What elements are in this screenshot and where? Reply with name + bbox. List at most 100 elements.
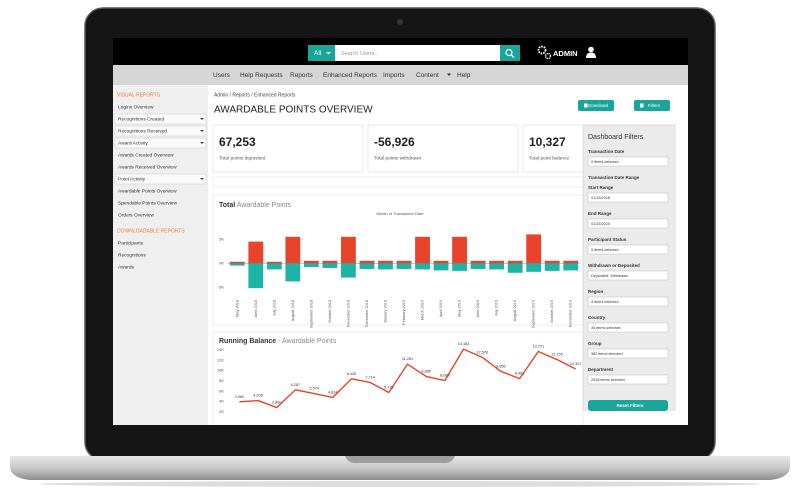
x-tick-label: August 2019 bbox=[513, 300, 517, 321]
sidebar-item[interactable]: Participants bbox=[118, 240, 144, 246]
bar bbox=[266, 261, 282, 264]
button-icon bbox=[584, 103, 588, 108]
nav-item[interactable]: Reports bbox=[290, 72, 314, 79]
filter-select[interactable] bbox=[587, 244, 669, 255]
nav-item[interactable]: Users bbox=[213, 72, 231, 79]
sidebar-item[interactable]: Awards bbox=[118, 264, 135, 270]
sidebar-box bbox=[114, 173, 207, 185]
chart-subtitle: - Awardable Points bbox=[278, 338, 337, 345]
sidebar-item[interactable]: Orders Overview bbox=[118, 212, 155, 218]
sidebar-box bbox=[114, 125, 207, 137]
nav-item[interactable]: Imports bbox=[383, 72, 405, 79]
nav-item[interactable]: Content bbox=[416, 72, 439, 79]
sidebar-heading: VISUAL REPORTS bbox=[117, 92, 161, 98]
data-label: 8,426 bbox=[347, 372, 357, 376]
filter-label: Start Range bbox=[588, 185, 614, 190]
x-tick-label: May 2019 bbox=[458, 300, 462, 317]
x-tick-label: December 2018 bbox=[365, 300, 369, 327]
caret bbox=[326, 52, 331, 55]
filter-select[interactable] bbox=[587, 156, 669, 167]
sidebar-item[interactable]: Award Activity bbox=[118, 140, 148, 146]
sidebar-box bbox=[114, 137, 207, 149]
filter-select[interactable] bbox=[587, 218, 669, 229]
reset-button[interactable] bbox=[588, 400, 668, 411]
x-tick-label: April 2019 bbox=[439, 300, 443, 317]
y-tick-label: 8K bbox=[219, 378, 224, 383]
user-icon[interactable] bbox=[588, 46, 594, 53]
sidebar-item[interactable]: Awards Received Overview bbox=[118, 164, 177, 170]
data-label: 9,856 bbox=[496, 364, 506, 368]
filter-select[interactable] bbox=[587, 322, 669, 333]
filter-select[interactable] bbox=[587, 192, 669, 203]
bar bbox=[415, 263, 430, 270]
filter-select[interactable] bbox=[587, 270, 669, 281]
kpi-value: -56,926 bbox=[374, 135, 415, 149]
breadcrumb: Admin / Reports / Enhanced Reports bbox=[214, 92, 296, 98]
bar bbox=[526, 234, 542, 264]
data-label: 6,287 bbox=[291, 383, 301, 387]
kpi-card bbox=[212, 124, 364, 173]
data-label: 10,327 bbox=[570, 362, 582, 366]
filter-label: Region bbox=[588, 289, 604, 294]
filter-title: Dashboard Filters bbox=[588, 134, 644, 141]
sidebar-item[interactable]: Logins Overview bbox=[118, 104, 154, 110]
sidebar-item[interactable]: Awards Created Overview bbox=[118, 152, 174, 158]
filter-label: Withdrawn or Deposited bbox=[588, 263, 640, 268]
bar bbox=[396, 260, 412, 264]
bar bbox=[470, 260, 486, 264]
data-label: 3,960 bbox=[235, 395, 245, 399]
filter-panel bbox=[582, 124, 676, 411]
nav-item[interactable]: Help Requests bbox=[240, 72, 283, 79]
search-scope[interactable] bbox=[308, 45, 335, 61]
x-axis-label: Month of Transaction Date bbox=[377, 211, 425, 216]
screen: All Search Users... ADMIN Admin / Report… bbox=[113, 38, 688, 425]
sidebar-item[interactable]: Recognitions bbox=[118, 252, 146, 258]
data-label: 4,824 bbox=[328, 390, 338, 394]
filter-select[interactable] bbox=[587, 374, 669, 385]
sidebar-item[interactable]: Spendable Points Overview bbox=[118, 200, 177, 206]
button[interactable] bbox=[634, 100, 670, 111]
filter-select[interactable] bbox=[587, 348, 669, 359]
filter-value: 01/15/2018 bbox=[591, 196, 610, 200]
nav-item[interactable]: Help bbox=[457, 72, 471, 79]
x-tick-label: November 2018 bbox=[346, 300, 350, 327]
search-button[interactable] bbox=[500, 45, 520, 61]
sidebar-item[interactable]: Recognitions Received bbox=[118, 128, 167, 134]
sidebar-item[interactable]: Recognitions Created bbox=[118, 116, 164, 122]
search-icon bbox=[505, 48, 513, 57]
bar bbox=[526, 263, 542, 272]
search-scope-text: All bbox=[314, 50, 322, 57]
y-tick-label: 4K bbox=[219, 399, 224, 404]
bar bbox=[396, 263, 412, 269]
bar bbox=[544, 263, 560, 271]
bar bbox=[285, 263, 301, 282]
data-label: 12,578 bbox=[476, 350, 488, 354]
bar bbox=[489, 263, 505, 270]
admin-label[interactable]: ADMIN bbox=[553, 49, 578, 58]
filter-label: Group bbox=[588, 341, 602, 346]
bar bbox=[248, 241, 264, 264]
y-tick-label: 6K bbox=[219, 388, 224, 393]
x-tick-label: May 2018 bbox=[235, 300, 239, 317]
gear-icon[interactable] bbox=[537, 45, 547, 55]
bar bbox=[322, 260, 338, 264]
chart-title: Running Balance - Awardable Points bbox=[219, 338, 337, 345]
data-label: 8,885 bbox=[421, 369, 431, 373]
search-input[interactable] bbox=[335, 45, 500, 61]
y-tick-label: 5K bbox=[219, 236, 224, 241]
bar bbox=[452, 236, 467, 264]
data-label: 5,574 bbox=[309, 387, 319, 391]
bar bbox=[266, 263, 282, 270]
button[interactable] bbox=[578, 100, 614, 111]
sidebar-item[interactable]: Point Activity bbox=[118, 176, 146, 182]
filter-select[interactable] bbox=[587, 296, 669, 307]
filter-value: 4 items selected bbox=[591, 300, 618, 304]
x-tick-label: January 2019 bbox=[383, 300, 387, 323]
notch bbox=[345, 456, 455, 463]
kpi-label: Total point balance bbox=[529, 155, 569, 161]
x-tick-label: June 2018 bbox=[254, 300, 258, 318]
nav-item[interactable]: Enhanced Reports bbox=[323, 72, 378, 79]
data-label: 2,860 bbox=[272, 401, 282, 405]
chart-subtitle: Awardable Points bbox=[237, 202, 292, 209]
sidebar-item[interactable]: Awardable Points Overview bbox=[118, 188, 177, 194]
